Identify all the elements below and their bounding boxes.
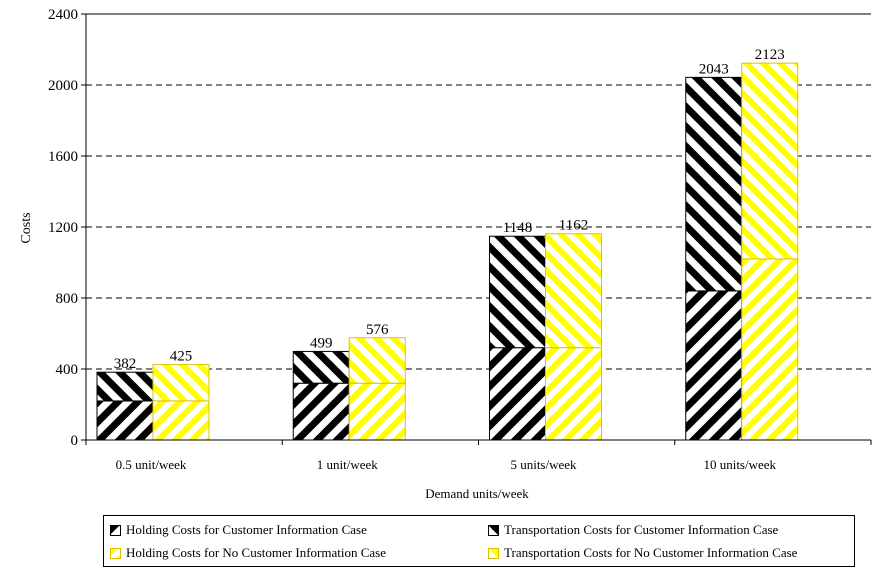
y-tick-label: 1600 [48,149,78,165]
bar-holding-noinfo [348,382,406,441]
y-tick-label: 1200 [48,220,78,236]
x-tick-label: 5 units/week [510,457,577,472]
legend: Holding Costs for Customer Information C… [103,515,855,567]
x-tick-label: 0.5 unit/week [116,457,187,472]
legend-label: Holding Costs for Customer Information C… [126,522,367,537]
bar-holding-info [96,400,154,441]
bar-holding-noinfo [741,258,799,441]
legend-label: Transportation Costs for No Customer Inf… [504,545,798,560]
bar-holding-info [292,382,350,441]
bar-holding-noinfo [545,347,602,441]
y-tick-label: 2000 [48,78,78,94]
data-label-total-info: 2043 [699,61,729,77]
x-axis-title: Demand units/week [425,486,529,501]
data-label-total-info: 382 [114,356,137,372]
data-label-total-noinfo: 2123 [755,47,785,63]
bar-transport-noinfo [545,233,602,349]
legend-swatch-transport-noinfo [488,547,499,559]
chart-plot: 0 400 800 1200 1600 2000 2400 382 425 0.5 unit/w… [19,7,872,501]
bar-transport-info [685,76,743,292]
y-tick-label: 2400 [48,7,78,23]
legend-item-transport-noinfo: Transportation Costs for No Customer Inf… [488,545,797,561]
data-label-total-info: 499 [310,335,333,351]
y-tick-label: 400 [56,362,79,378]
bar-transport-info [489,235,546,349]
legend-item-holding-info: Holding Costs for Customer Information C… [110,522,367,538]
data-label-total-noinfo: 1162 [559,218,588,234]
legend-label: Holding Costs for No Customer Informatio… [126,545,386,560]
x-tick-label: 1 unit/week [317,457,379,472]
bar-holding-noinfo [152,400,210,441]
bar-transport-info [96,371,154,402]
bar-transport-info [292,350,350,384]
x-tick-label: 10 units/week [703,457,776,472]
bar-transport-noinfo [348,337,406,384]
legend-swatch-holding-noinfo [110,547,121,559]
bar-transport-noinfo [152,364,210,402]
legend-swatch-transport-info [488,524,499,536]
y-tick-label: 0 [71,433,79,449]
y-tick-label: 800 [56,291,79,307]
data-label-total-noinfo: 576 [366,322,389,338]
legend-item-holding-noinfo: Holding Costs for No Customer Informatio… [110,545,386,561]
legend-label: Transportation Costs for Customer Inform… [504,522,779,537]
legend-item-transport-info: Transportation Costs for Customer Inform… [488,522,778,538]
legend-swatch-holding-info [110,524,121,536]
y-axis-title: Costs [19,212,34,243]
bar-transport-noinfo [741,62,799,260]
bar-holding-info [685,290,743,441]
data-label-total-info: 1148 [503,220,532,236]
data-label-total-noinfo: 425 [170,349,193,365]
bar-holding-info [489,347,546,441]
